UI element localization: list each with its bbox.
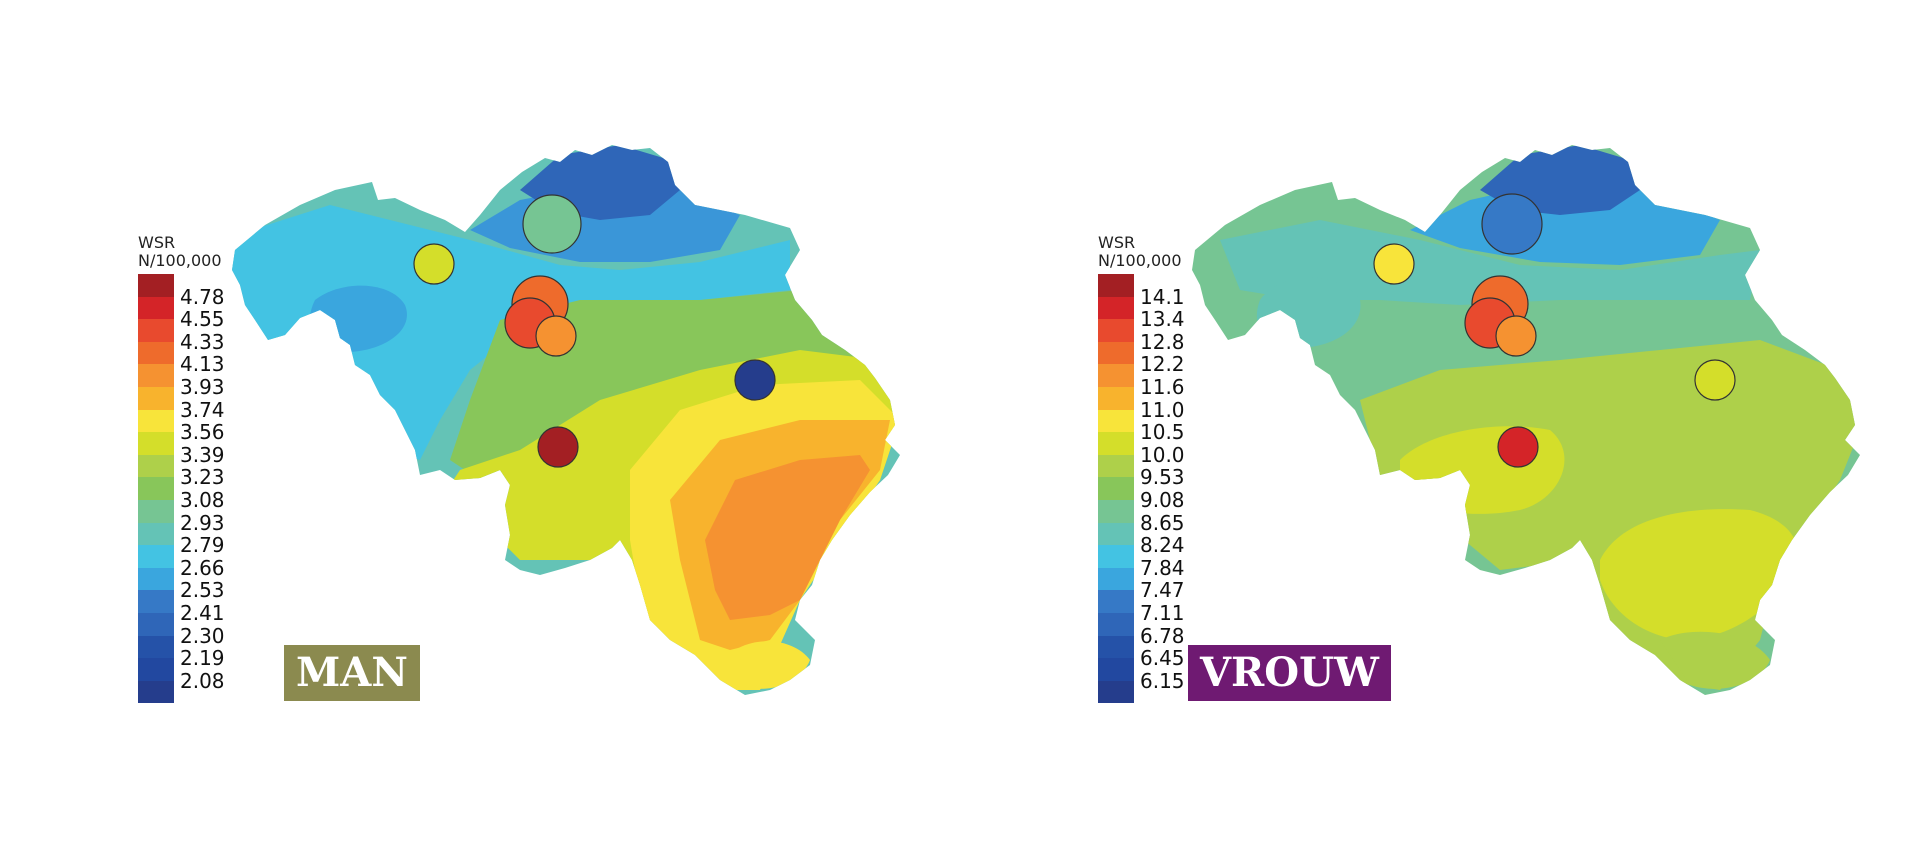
- legend-tick-label: 9.53: [1140, 465, 1185, 490]
- legend-swatch: [1098, 545, 1134, 568]
- legend-tick-label: 4.33: [180, 329, 225, 354]
- legend-tick-label: 2.53: [180, 578, 225, 603]
- legend-color-bar: [138, 274, 174, 704]
- legend-swatch: [1098, 477, 1134, 500]
- legend-tick-label: 3.08: [180, 488, 225, 512]
- legend-tick-label: 10.5: [1140, 420, 1185, 445]
- legend-tick-label: 8.65: [1140, 510, 1185, 535]
- legend-tick-label: 11.0: [1140, 397, 1185, 422]
- legend-title: WSR: [1098, 233, 1136, 252]
- legend-swatch: [138, 567, 174, 591]
- legend-swatch: [1098, 567, 1134, 591]
- legend-swatch: [138, 680, 174, 704]
- legend-color-bar: [1098, 274, 1134, 704]
- legend-swatch: [138, 296, 174, 320]
- legend-tick-label: 14.1: [1140, 284, 1185, 309]
- legend-swatch: [138, 274, 174, 297]
- legend-unit: N/100,000: [1098, 251, 1182, 270]
- legend-tick-label: 11.6: [1140, 375, 1185, 399]
- circle-brussel-east: [1495, 315, 1537, 357]
- legend-tick-label: 2.19: [180, 646, 225, 671]
- legend-tick-label: 13.4: [1140, 307, 1185, 332]
- legend-swatch: [138, 499, 174, 523]
- legend-tick-label: 8.24: [1140, 533, 1185, 558]
- legend-tick-label: 3.56: [180, 420, 225, 445]
- legend-tick-label: 3.23: [180, 465, 225, 490]
- legend-swatch: [138, 612, 174, 636]
- legend-swatch: [1098, 341, 1134, 365]
- map-panel-man: WSR N/100,000 4.78 4.55 4.33 4.13 3.93 3.74 3.…: [138, 145, 900, 704]
- belgium-map-vrouw: [1192, 145, 1860, 695]
- circle-gent: [413, 243, 455, 285]
- legend-swatch: [138, 364, 174, 387]
- legend-swatch: [1098, 319, 1134, 342]
- legend-swatch: [1098, 658, 1134, 681]
- legend-tick-label: 7.47: [1140, 578, 1185, 603]
- legend-swatch: [138, 522, 174, 546]
- circle-gent: [1373, 243, 1415, 285]
- legend-swatch: [1098, 454, 1134, 478]
- legend-tick-label: 2.93: [180, 510, 225, 535]
- legend-swatch: [138, 341, 174, 365]
- legend-swatch: [138, 658, 174, 681]
- legend-tick-label: 2.79: [180, 533, 225, 558]
- legend-swatch: [1098, 432, 1134, 455]
- legend-swatch: [138, 432, 174, 455]
- legend-swatch: [1098, 612, 1134, 636]
- badge-man: MAN: [284, 645, 420, 701]
- legend-swatch: [138, 386, 174, 410]
- legend-swatch: [1098, 296, 1134, 320]
- legend-swatch: [1098, 635, 1134, 659]
- legend-swatch: [1098, 499, 1134, 523]
- legend-tick-label: 2.41: [180, 601, 225, 625]
- legend-tick-label: 7.11: [1140, 601, 1185, 625]
- legend-tick-label: 12.8: [1140, 329, 1185, 354]
- legend-tick-label: 6.78: [1140, 623, 1185, 648]
- circle-charleroi: [1497, 426, 1539, 468]
- legend-tick-label: 9.08: [1140, 488, 1185, 512]
- legend-swatch: [138, 590, 174, 613]
- legend-swatch: [138, 454, 174, 478]
- legend-tick-label: 4.55: [180, 307, 225, 332]
- legend-swatch: [138, 545, 174, 568]
- legend-swatch: [1098, 409, 1134, 433]
- legend-unit: N/100,000: [138, 251, 222, 270]
- legend-tick-label: 2.30: [180, 623, 225, 648]
- legend-tick-label: 3.39: [180, 442, 225, 467]
- badge-vrouw: VROUW: [1188, 645, 1391, 701]
- map-panel-vrouw: WSR N/100,000 14.1 13.4 12.8 12.2 11.6 11.0 10…: [960, 0, 1920, 864]
- legend-swatch: [1098, 386, 1134, 410]
- legend-swatch: [1098, 522, 1134, 546]
- legend-tick-label: 3.93: [180, 375, 225, 399]
- legend-tick-label: 4.78: [180, 284, 225, 309]
- legend-title: WSR: [138, 233, 176, 252]
- circle-antwerpen: [1481, 193, 1543, 255]
- circle-antwerpen: [522, 194, 582, 254]
- legend-swatch: [1098, 590, 1134, 613]
- legend-tick-label: 10.0: [1140, 442, 1185, 467]
- belgium-map-man: [232, 145, 900, 695]
- circle-brussel-east: [535, 315, 577, 357]
- circle-liege: [1694, 359, 1736, 401]
- legend-swatch: [138, 409, 174, 433]
- legend-swatch: [1098, 274, 1134, 297]
- legend-swatch: [1098, 364, 1134, 387]
- legend-tick-label: 4.13: [180, 352, 225, 377]
- legend-swatch: [1098, 680, 1134, 704]
- circle-charleroi: [537, 426, 579, 468]
- legend-tick-label: 6.15: [1140, 668, 1185, 693]
- legend-swatch: [138, 477, 174, 500]
- legend-swatch: [138, 635, 174, 659]
- legend-tick-label: 2.66: [180, 555, 225, 580]
- legend-swatch: [138, 319, 174, 342]
- legend-tick-label: 6.45: [1140, 646, 1185, 671]
- legend-tick-label: 3.74: [180, 397, 225, 422]
- legend-tick-label: 7.84: [1140, 555, 1185, 580]
- circle-liege: [734, 359, 776, 401]
- legend-tick-label: 2.08: [180, 668, 225, 693]
- legend-tick-label: 12.2: [1140, 352, 1185, 377]
